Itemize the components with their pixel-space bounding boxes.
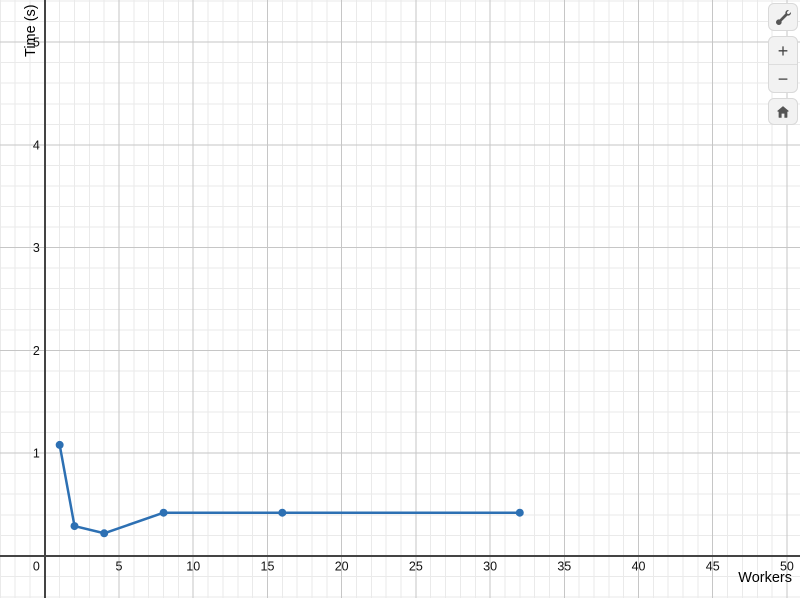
data-point[interactable]	[100, 529, 109, 538]
graph-settings-button[interactable]	[768, 3, 798, 31]
y-tick-label: 3	[33, 241, 40, 255]
graph-line	[58, 443, 522, 535]
home-icon	[777, 105, 789, 118]
data-series	[55, 440, 524, 538]
x-tick-label: 50	[780, 559, 794, 573]
x-tick-label: 45	[706, 559, 720, 573]
data-point[interactable]	[278, 508, 287, 517]
x-tick-label: 20	[335, 559, 349, 573]
data-point[interactable]	[515, 508, 524, 517]
wrench-icon	[775, 9, 791, 25]
y-tick-label: 4	[33, 138, 40, 152]
default-viewport-button[interactable]	[768, 98, 798, 125]
zoom-out-button[interactable]: −	[777, 68, 789, 89]
y-axis-label: Time (s)	[23, 4, 39, 57]
zoom-in-button[interactable]: +	[777, 40, 789, 61]
x-tick-label: 35	[557, 559, 571, 573]
x-tick-label: 40	[632, 559, 646, 573]
y-tick-label: 2	[33, 344, 40, 358]
x-tick-label: 10	[186, 559, 200, 573]
x-tick-label: 15	[261, 559, 275, 573]
y-tick-label: 1	[33, 447, 40, 461]
data-point[interactable]	[159, 508, 168, 517]
x-tick-label: 0	[33, 559, 40, 573]
zoom-control-group: + −	[768, 36, 798, 93]
y-tick-label: 5	[33, 36, 40, 50]
data-point[interactable]	[55, 440, 64, 449]
x-tick-label: 5	[116, 559, 123, 573]
x-tick-label: 25	[409, 559, 423, 573]
data-point[interactable]	[70, 522, 79, 531]
graph-controls: + −	[768, 3, 798, 125]
zoom-divider	[769, 64, 797, 65]
x-tick-label: 30	[483, 559, 497, 573]
x-axis-label: Workers	[738, 570, 792, 586]
